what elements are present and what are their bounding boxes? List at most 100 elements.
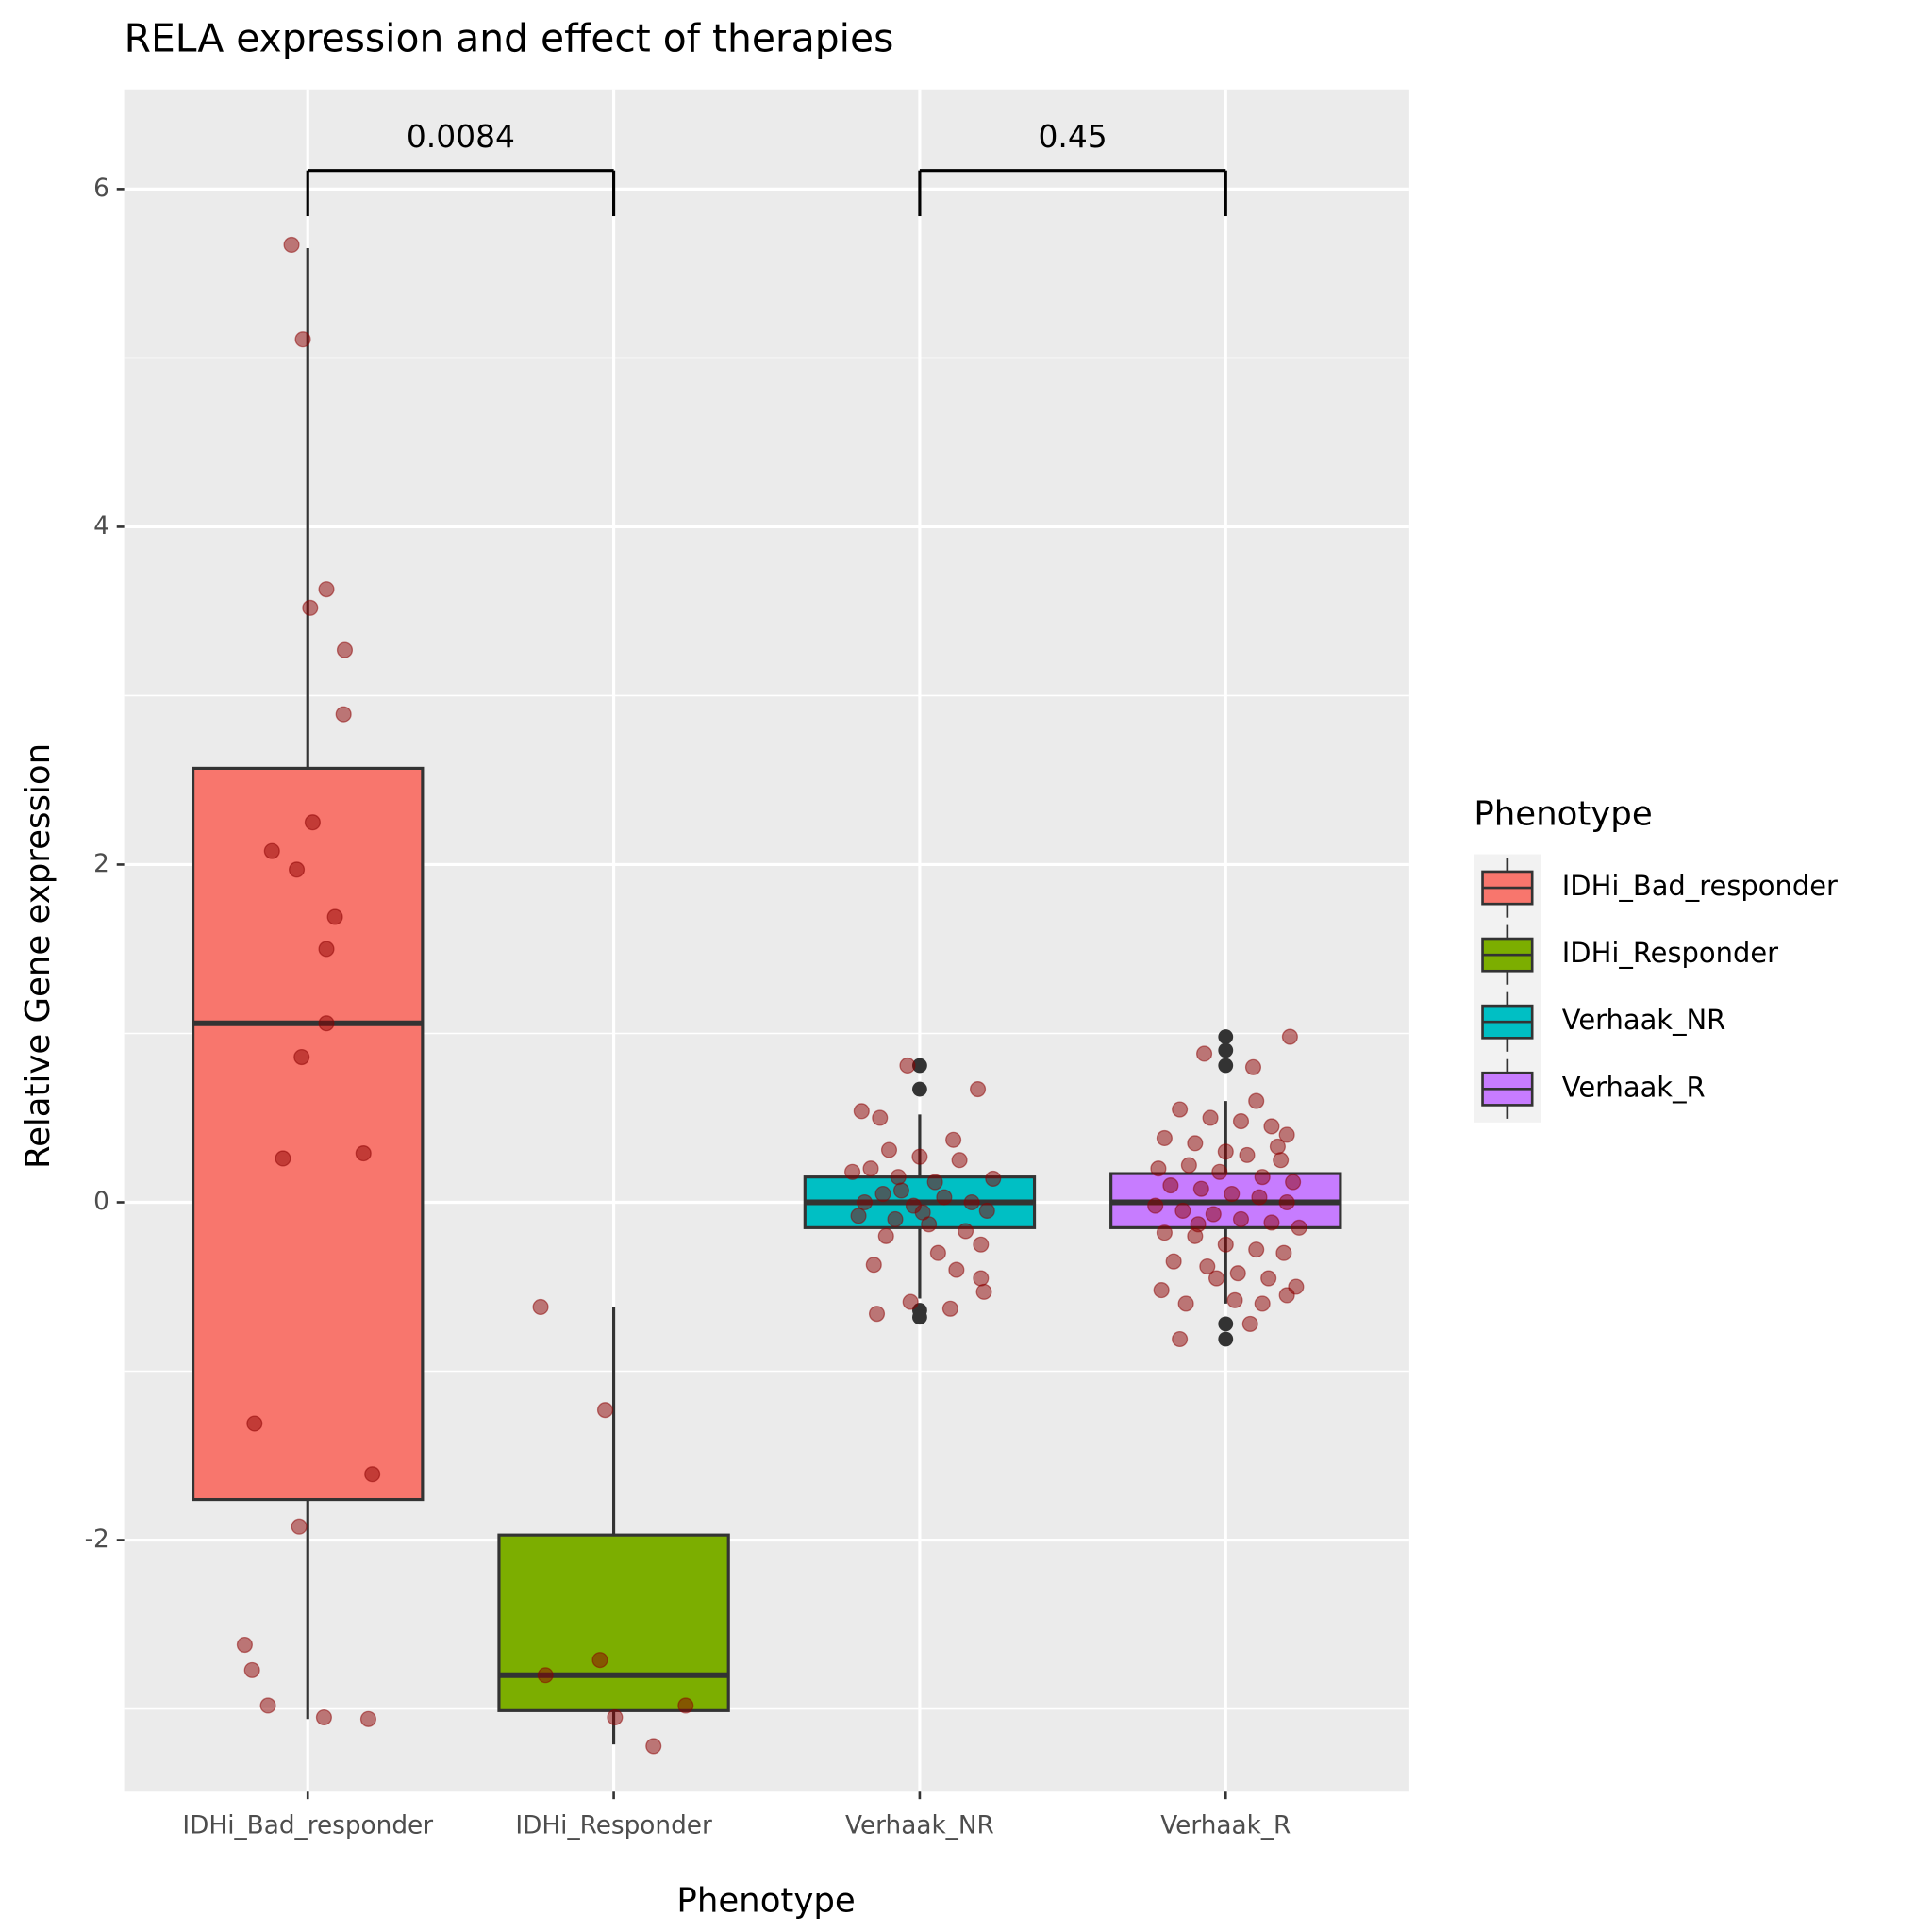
jitter-point [963,1193,980,1211]
jitter-point [1226,1291,1243,1308]
jitter-point [243,1661,260,1678]
jitter-point [304,814,321,831]
jitter-point [853,1103,870,1120]
jitter-point [1153,1282,1170,1299]
y-tick-label: 2 [93,850,109,878]
jitter-point [1248,1092,1265,1109]
x-tick-label: IDHi_Responder [515,1812,712,1840]
jitter-point [1180,1157,1197,1174]
jitter-point [1251,1189,1268,1206]
jitter-point [335,706,352,723]
jitter-point [537,1667,554,1684]
jitter-point [596,1402,614,1419]
jitter-point [1285,1174,1302,1191]
jitter-point [978,1202,995,1220]
jitter-point [359,1710,377,1727]
jitter-point [318,1015,335,1032]
outlier [1218,1316,1234,1332]
jitter-point [1260,1270,1277,1287]
jitter-point [315,1708,332,1726]
outlier [1218,1058,1234,1074]
jitter-point [1273,1152,1290,1169]
jitter-point [1217,1143,1234,1160]
jitter-point [1217,1236,1234,1253]
jitter-point [892,1182,910,1199]
jitter-point [1224,1185,1241,1203]
jitter-point [1208,1270,1225,1287]
jitter-point [877,1227,894,1244]
jitter-point [926,1174,943,1191]
box [497,1533,730,1712]
jitter-point [259,1697,276,1714]
y-axis-label: Relative Gene expression [19,743,58,1169]
jitter-point [899,1057,916,1074]
jitter-point [872,1109,889,1126]
legend-label: IDHi_Bad_responder [1562,870,1838,902]
jitter-point [1156,1224,1173,1241]
jitter-point [336,641,354,658]
jitter-point [1254,1295,1271,1312]
jitter-point [364,1466,381,1483]
p-value-label: 0.0084 [407,118,515,155]
jitter-point [1254,1169,1271,1186]
jitter-point [945,1131,962,1148]
jitter-point [951,1152,968,1169]
jitter-point [1147,1197,1164,1214]
jitter-point [1275,1244,1292,1261]
jitter-point [326,908,343,925]
y-tick-label: 4 [93,512,109,541]
jitter-point [1190,1216,1207,1233]
jitter-point [1211,1163,1228,1180]
jitter-point [1291,1219,1307,1236]
jitter-point [607,1708,624,1726]
jitter-point [1196,1045,1213,1062]
jitter-point [1281,1028,1298,1045]
jitter-point [1177,1295,1194,1312]
jitter-point [1205,1206,1222,1223]
box [192,766,425,1502]
jitter-point [1239,1146,1256,1163]
jitter-point [1202,1109,1219,1126]
jitter-point [975,1283,992,1300]
jitter-point [985,1170,1002,1187]
jitter-point [293,1048,310,1066]
jitter-point [1269,1138,1286,1155]
jitter-point [902,1293,919,1310]
outlier [912,1081,927,1097]
outlier [1218,1029,1234,1044]
jitter-point [236,1636,253,1654]
y-tick-label: 0 [93,1188,109,1216]
jitter-point [856,1193,874,1211]
jitter-point [914,1204,931,1221]
jitter-point [532,1298,549,1316]
jitter-point [911,1148,928,1165]
y-tick-label: 6 [93,175,109,203]
jitter-point [1150,1160,1167,1177]
jitter-point [1232,1210,1250,1227]
jitter-point [1174,1202,1191,1220]
x-tick-label: Verhaak_NR [845,1812,994,1840]
legend-label: Verhaak_NR [1562,1004,1726,1036]
jitter-point [868,1306,886,1323]
jitter-point [887,1210,904,1227]
x-tick-label: IDHi_Bad_responder [182,1812,433,1840]
jitter-point [645,1738,662,1755]
jitter-point [1187,1135,1204,1152]
jitter-point [318,581,335,598]
jitter-point [941,1300,958,1317]
jitter-point [1248,1241,1265,1258]
jitter-point [1192,1180,1209,1197]
jitter-point [850,1208,867,1224]
jitter-point [1172,1101,1189,1118]
jitter-point [291,1518,308,1535]
legend-title: Phenotype [1474,795,1652,834]
jitter-point [591,1652,608,1669]
outlier [1218,1042,1234,1058]
jitter-point [1229,1265,1246,1282]
jitter-point [288,861,306,878]
jitter-point [1278,1126,1295,1143]
jitter-point [969,1080,987,1098]
x-tick-label: Verhaak_R [1160,1812,1291,1840]
jitter-point [1199,1257,1216,1275]
jitter-point [890,1169,907,1186]
